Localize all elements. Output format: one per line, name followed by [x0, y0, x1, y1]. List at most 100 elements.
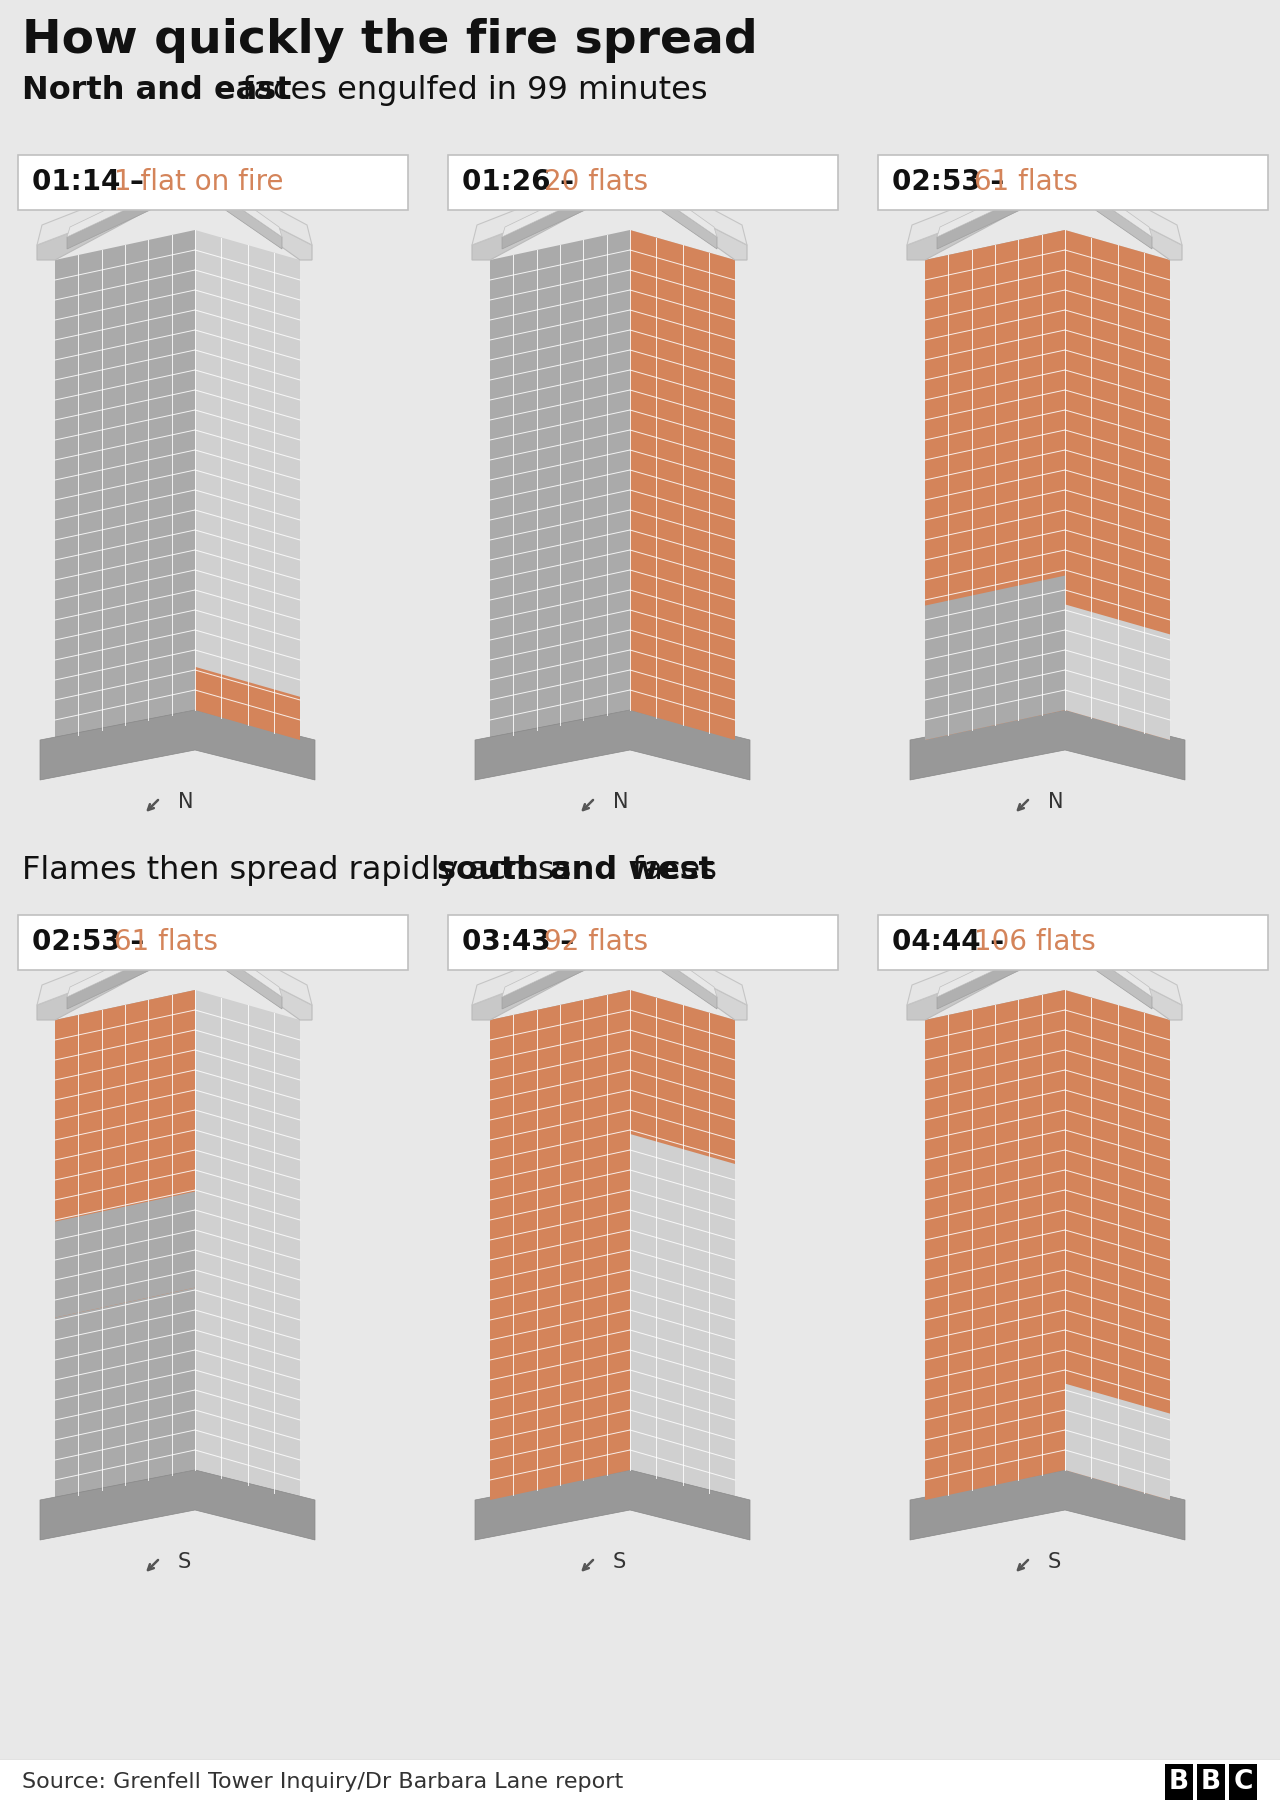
- Polygon shape: [908, 925, 1181, 1005]
- Bar: [1165, 1764, 1193, 1800]
- Polygon shape: [630, 990, 735, 1259]
- Text: 106 flats: 106 flats: [974, 929, 1096, 956]
- Text: south and west: south and west: [436, 855, 714, 886]
- Polygon shape: [55, 1192, 195, 1317]
- Polygon shape: [472, 164, 748, 245]
- Polygon shape: [195, 990, 300, 1499]
- Polygon shape: [910, 711, 1185, 779]
- FancyBboxPatch shape: [448, 915, 838, 971]
- Polygon shape: [195, 186, 312, 260]
- Polygon shape: [1065, 936, 1152, 1008]
- Text: B: B: [1201, 1770, 1221, 1795]
- Polygon shape: [67, 936, 195, 1008]
- Polygon shape: [502, 168, 717, 236]
- Polygon shape: [630, 936, 717, 1008]
- Polygon shape: [925, 229, 1065, 740]
- Polygon shape: [937, 936, 1065, 1008]
- FancyBboxPatch shape: [878, 155, 1268, 209]
- Polygon shape: [630, 1135, 735, 1380]
- Polygon shape: [472, 925, 748, 1005]
- Text: 01:26 –: 01:26 –: [462, 168, 584, 197]
- Bar: [0, 1761, 1280, 1804]
- Text: N: N: [613, 792, 628, 812]
- Polygon shape: [502, 936, 630, 1008]
- Text: How quickly the fire spread: How quickly the fire spread: [22, 18, 758, 63]
- Polygon shape: [472, 186, 630, 260]
- Text: Source: Grenfell Tower Inquiry/Dr Barbara Lane report: Source: Grenfell Tower Inquiry/Dr Barbar…: [22, 1772, 623, 1791]
- Polygon shape: [1065, 1384, 1170, 1499]
- Polygon shape: [630, 229, 735, 740]
- Text: 02:53 –: 02:53 –: [32, 929, 154, 956]
- Polygon shape: [55, 990, 195, 1317]
- Polygon shape: [195, 667, 300, 740]
- Text: North and east: North and east: [22, 76, 292, 106]
- FancyBboxPatch shape: [878, 915, 1268, 971]
- Polygon shape: [937, 177, 1065, 249]
- Polygon shape: [37, 925, 312, 1005]
- Polygon shape: [1065, 177, 1152, 249]
- FancyBboxPatch shape: [18, 915, 408, 971]
- Polygon shape: [37, 164, 312, 245]
- Polygon shape: [490, 229, 630, 740]
- Bar: [1229, 1764, 1257, 1800]
- Polygon shape: [1065, 945, 1181, 1019]
- Polygon shape: [195, 936, 282, 1008]
- Text: faces: faces: [622, 855, 717, 886]
- Polygon shape: [40, 711, 315, 779]
- Text: 01:14 –: 01:14 –: [32, 168, 154, 197]
- Polygon shape: [630, 177, 717, 249]
- Bar: [1197, 1764, 1225, 1800]
- Text: Flames then spread rapidly across: Flames then spread rapidly across: [22, 855, 581, 886]
- Text: C: C: [1234, 1770, 1253, 1795]
- Polygon shape: [67, 177, 195, 249]
- Polygon shape: [472, 945, 630, 1019]
- Polygon shape: [1065, 604, 1170, 740]
- Polygon shape: [908, 945, 1065, 1019]
- Polygon shape: [937, 927, 1152, 998]
- Text: S: S: [178, 1551, 191, 1571]
- Polygon shape: [55, 229, 195, 740]
- FancyBboxPatch shape: [18, 155, 408, 209]
- Polygon shape: [630, 945, 748, 1019]
- Polygon shape: [475, 711, 750, 779]
- Polygon shape: [475, 1470, 750, 1541]
- Polygon shape: [67, 927, 282, 998]
- Polygon shape: [1065, 229, 1170, 740]
- Polygon shape: [1065, 990, 1170, 1499]
- Polygon shape: [195, 229, 300, 740]
- Polygon shape: [910, 1470, 1185, 1541]
- Polygon shape: [925, 575, 1065, 740]
- Polygon shape: [1065, 229, 1170, 740]
- Text: 92 flats: 92 flats: [544, 929, 648, 956]
- Polygon shape: [1065, 990, 1170, 1499]
- Text: 04:44 –: 04:44 –: [892, 929, 1014, 956]
- Polygon shape: [502, 927, 717, 998]
- Text: B: B: [1169, 1770, 1189, 1795]
- Text: S: S: [1048, 1551, 1061, 1571]
- Text: 61 flats: 61 flats: [114, 929, 218, 956]
- Polygon shape: [630, 186, 748, 260]
- Text: 61 flats: 61 flats: [974, 168, 1078, 197]
- Polygon shape: [908, 164, 1181, 245]
- Polygon shape: [195, 945, 312, 1019]
- Polygon shape: [490, 990, 630, 1499]
- Text: 02:53 –: 02:53 –: [892, 168, 1014, 197]
- Polygon shape: [908, 186, 1065, 260]
- Text: N: N: [178, 792, 193, 812]
- Polygon shape: [925, 229, 1065, 740]
- Text: 20 flats: 20 flats: [544, 168, 648, 197]
- Polygon shape: [490, 990, 630, 1499]
- Polygon shape: [37, 945, 195, 1019]
- Polygon shape: [630, 229, 735, 740]
- Text: S: S: [613, 1551, 626, 1571]
- Polygon shape: [925, 990, 1065, 1499]
- Polygon shape: [1065, 186, 1181, 260]
- Text: faces engulfed in 99 minutes: faces engulfed in 99 minutes: [232, 76, 708, 106]
- Text: 03:43 –: 03:43 –: [462, 929, 584, 956]
- Text: 1 flat on fire: 1 flat on fire: [114, 168, 283, 197]
- Polygon shape: [925, 990, 1065, 1499]
- Polygon shape: [195, 177, 282, 249]
- Polygon shape: [67, 168, 282, 236]
- Polygon shape: [630, 990, 735, 1499]
- Polygon shape: [55, 990, 195, 1499]
